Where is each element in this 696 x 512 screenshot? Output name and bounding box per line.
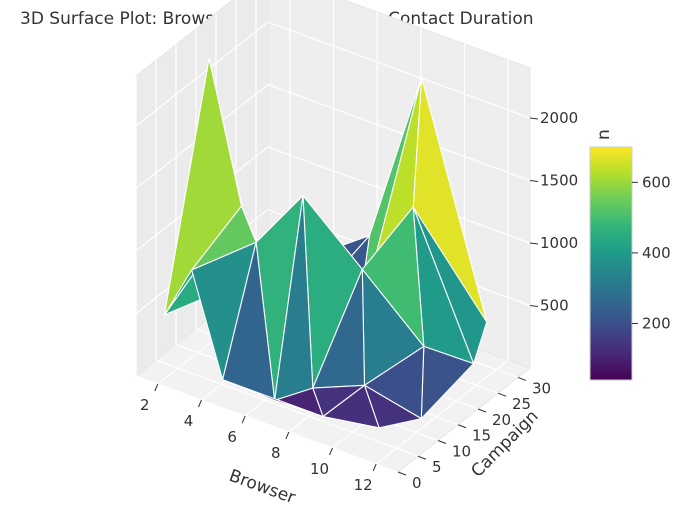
y-tick bbox=[497, 392, 507, 397]
x-tick bbox=[329, 447, 333, 456]
x-tick-label: 2 bbox=[140, 396, 150, 414]
z-tick bbox=[529, 117, 539, 120]
x-tick-label: 6 bbox=[227, 428, 237, 446]
z-tick-label: 1500 bbox=[540, 172, 578, 190]
y-grid-line bbox=[155, 60, 419, 457]
y-tick-label: 20 bbox=[492, 411, 511, 429]
surface-facet bbox=[222, 379, 324, 418]
colorbar-gradient bbox=[589, 146, 633, 381]
y-tick-label: 5 bbox=[432, 458, 442, 476]
y-tick bbox=[477, 408, 487, 413]
colorbar-label: n bbox=[594, 129, 614, 140]
y-tick-label: 10 bbox=[452, 442, 471, 460]
colorbar-tick-label: 400 bbox=[642, 244, 671, 262]
x-tick bbox=[241, 415, 246, 424]
colorbar: 200 400 600 n bbox=[589, 129, 671, 381]
surface-mesh bbox=[163, 57, 488, 429]
z-grid-line bbox=[135, 83, 531, 189]
z-tick bbox=[529, 180, 539, 182]
y-tick bbox=[417, 455, 427, 460]
y-grid-line bbox=[135, 76, 399, 473]
x-tick-label: 12 bbox=[354, 476, 373, 494]
y-tick-label: 0 bbox=[412, 474, 422, 492]
y-tick-label: 15 bbox=[472, 427, 491, 445]
z-grid-line bbox=[135, 21, 531, 127]
surface-facet bbox=[322, 384, 380, 429]
z-tick-label: 500 bbox=[540, 297, 569, 315]
z-tick bbox=[529, 242, 539, 245]
x-tick bbox=[154, 383, 159, 392]
z-tick bbox=[529, 305, 539, 307]
z-tick-label: 2000 bbox=[540, 109, 578, 127]
x-grid-line bbox=[375, 60, 509, 465]
x-tick bbox=[198, 399, 202, 408]
x-tick bbox=[372, 463, 377, 472]
y-tick bbox=[457, 424, 467, 429]
colorbar-tick-label: 600 bbox=[642, 173, 671, 191]
y-tick bbox=[517, 376, 527, 381]
x-tick-label: 8 bbox=[271, 444, 281, 462]
z-tick-label: 1000 bbox=[540, 234, 578, 252]
y-tick bbox=[397, 471, 407, 476]
x-tick bbox=[285, 431, 290, 440]
colorbar-tick-label: 200 bbox=[642, 315, 671, 333]
y-tick bbox=[437, 440, 447, 444]
x-tick-label: 4 bbox=[184, 412, 194, 430]
x-axis-label: Browser bbox=[226, 466, 298, 508]
y-tick-label: 25 bbox=[512, 395, 531, 413]
y-tick-label: 30 bbox=[532, 379, 551, 397]
x-tick-label: 10 bbox=[310, 460, 329, 478]
